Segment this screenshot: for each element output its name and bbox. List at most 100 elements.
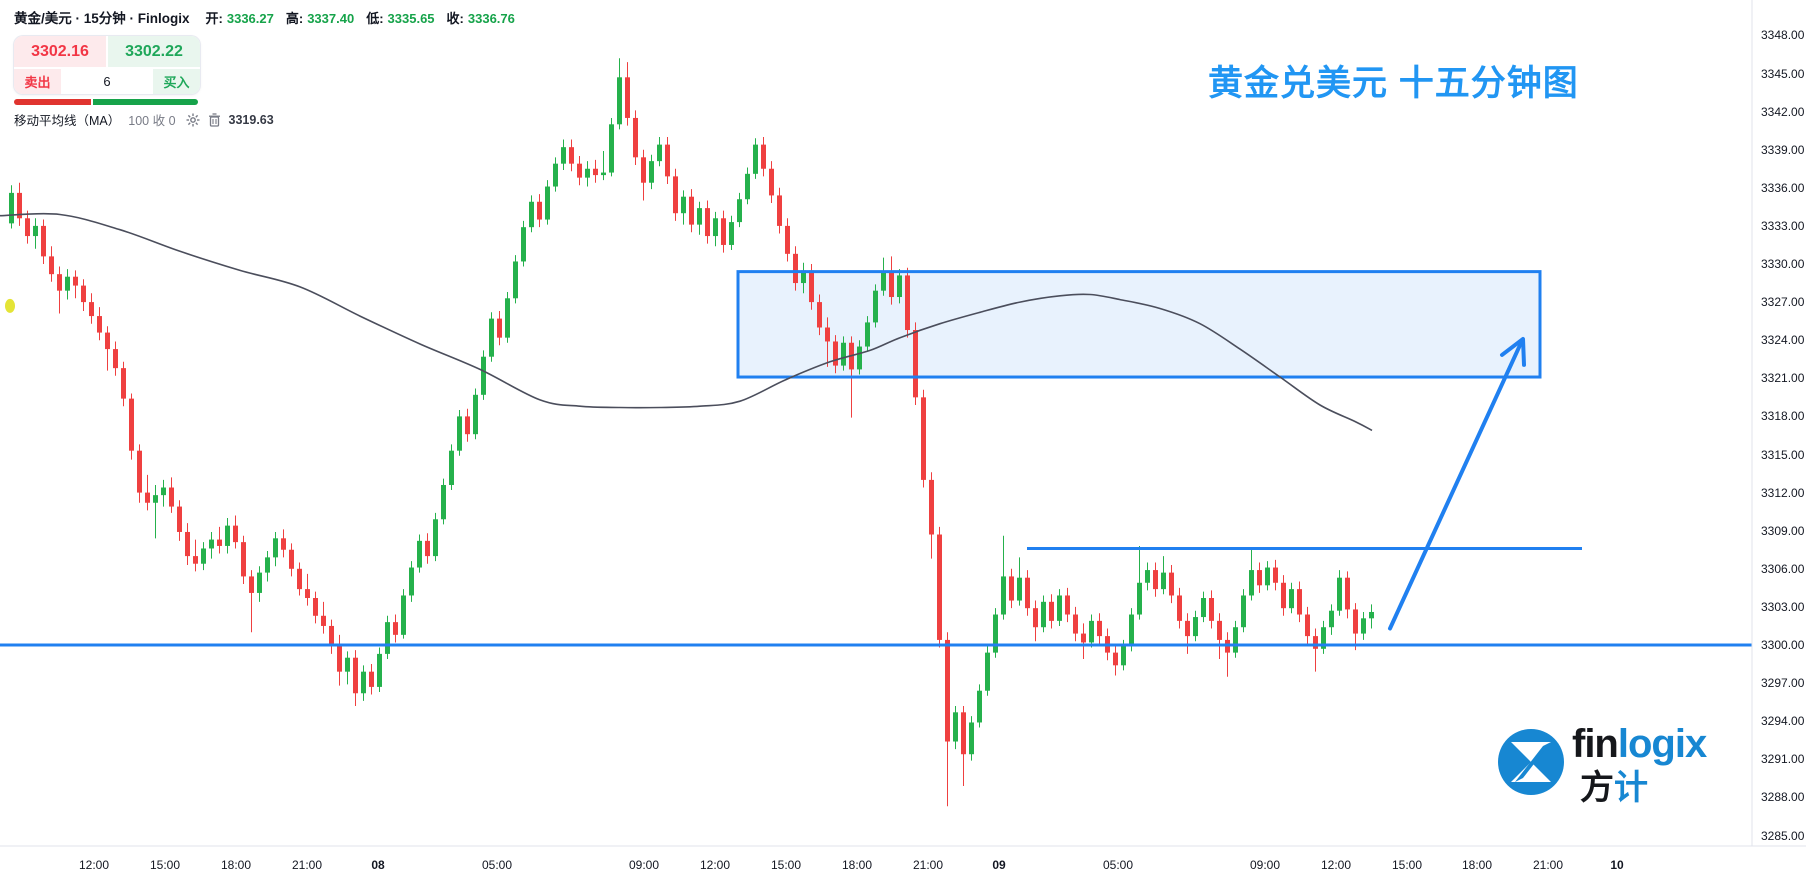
candle[interactable] xyxy=(25,210,30,244)
candle[interactable] xyxy=(553,157,558,192)
candle[interactable] xyxy=(961,705,966,786)
candle[interactable] xyxy=(457,410,462,456)
candle[interactable] xyxy=(449,444,454,491)
candle[interactable] xyxy=(33,218,38,249)
candle[interactable] xyxy=(1081,623,1086,659)
candle[interactable] xyxy=(1185,613,1190,654)
candle[interactable] xyxy=(1177,587,1182,629)
candle[interactable] xyxy=(1265,561,1270,591)
candle[interactable] xyxy=(1209,590,1214,629)
candle[interactable] xyxy=(1033,600,1038,642)
candle[interactable] xyxy=(17,182,22,226)
candle[interactable] xyxy=(337,634,342,686)
candle[interactable] xyxy=(241,535,246,585)
candle[interactable] xyxy=(153,484,158,539)
ma100-line[interactable] xyxy=(0,212,1373,432)
candle[interactable] xyxy=(305,573,310,606)
candle[interactable] xyxy=(537,194,542,228)
candle[interactable] xyxy=(889,256,894,305)
event-marker[interactable] xyxy=(5,298,15,313)
candle[interactable] xyxy=(65,269,70,300)
candle[interactable] xyxy=(1017,557,1022,606)
candle[interactable] xyxy=(369,664,374,695)
candle[interactable] xyxy=(969,716,974,761)
candle[interactable] xyxy=(401,589,406,639)
candle[interactable] xyxy=(697,201,702,235)
candle[interactable] xyxy=(89,293,94,324)
candle[interactable] xyxy=(1313,628,1318,672)
candle[interactable] xyxy=(257,566,262,602)
candle[interactable] xyxy=(561,139,566,171)
candle[interactable] xyxy=(689,189,694,233)
candle[interactable] xyxy=(929,472,934,559)
candle[interactable] xyxy=(297,562,302,596)
candle[interactable] xyxy=(529,195,534,233)
candle[interactable] xyxy=(649,154,654,190)
candle[interactable] xyxy=(473,388,478,440)
candle[interactable] xyxy=(1305,606,1310,644)
candle[interactable] xyxy=(433,512,438,562)
candle[interactable] xyxy=(577,156,582,186)
candle[interactable] xyxy=(913,322,918,405)
candle[interactable] xyxy=(1225,632,1230,677)
candle[interactable] xyxy=(801,262,806,294)
candle[interactable] xyxy=(1089,614,1094,648)
candle[interactable] xyxy=(673,168,678,221)
candle[interactable] xyxy=(505,291,510,343)
candle[interactable] xyxy=(1025,570,1030,616)
candle[interactable] xyxy=(609,117,614,177)
candle[interactable] xyxy=(329,619,334,654)
candle[interactable] xyxy=(841,336,846,371)
candle[interactable] xyxy=(985,646,990,696)
candle[interactable] xyxy=(1337,570,1342,616)
candle[interactable] xyxy=(217,526,222,554)
candle[interactable] xyxy=(1353,603,1358,651)
candle[interactable] xyxy=(169,477,174,513)
candle[interactable] xyxy=(617,58,622,130)
candle[interactable] xyxy=(721,210,726,253)
candle[interactable] xyxy=(593,159,598,183)
trash-icon[interactable] xyxy=(208,112,221,127)
candle[interactable] xyxy=(1321,620,1326,654)
candle[interactable] xyxy=(377,647,382,692)
supply-zone-fill[interactable] xyxy=(738,271,1540,378)
candle[interactable] xyxy=(1217,613,1222,659)
candle[interactable] xyxy=(825,317,830,367)
candle[interactable] xyxy=(1369,604,1374,629)
candle[interactable] xyxy=(265,551,270,582)
candle[interactable] xyxy=(361,665,366,701)
candle[interactable] xyxy=(921,389,926,488)
candle[interactable] xyxy=(225,518,230,554)
candle[interactable] xyxy=(737,192,742,228)
candle[interactable] xyxy=(233,515,238,549)
candle[interactable] xyxy=(409,561,414,602)
candle[interactable] xyxy=(417,534,422,573)
candle[interactable] xyxy=(881,257,886,296)
candle[interactable] xyxy=(905,267,910,338)
candle[interactable] xyxy=(793,246,798,291)
candle[interactable] xyxy=(137,444,142,503)
candle[interactable] xyxy=(121,361,126,407)
candle[interactable] xyxy=(1241,589,1246,633)
candle[interactable] xyxy=(585,161,590,187)
candle[interactable] xyxy=(865,316,870,352)
sell-button[interactable]: 卖出 xyxy=(14,69,61,94)
candle[interactable] xyxy=(897,269,902,304)
candle[interactable] xyxy=(9,185,14,229)
candle[interactable] xyxy=(497,310,502,346)
candle[interactable] xyxy=(753,138,758,179)
candle[interactable] xyxy=(97,307,102,341)
candle[interactable] xyxy=(729,215,734,251)
candle[interactable] xyxy=(313,591,318,624)
candle[interactable] xyxy=(1113,645,1118,676)
candle[interactable] xyxy=(273,531,278,567)
candle[interactable] xyxy=(633,110,638,165)
candle[interactable] xyxy=(481,350,486,400)
candle[interactable] xyxy=(1257,562,1262,593)
candle[interactable] xyxy=(1001,535,1006,620)
candle[interactable] xyxy=(1041,595,1046,633)
candle[interactable] xyxy=(769,161,774,204)
candle[interactable] xyxy=(1361,611,1366,640)
candle[interactable] xyxy=(817,294,822,336)
